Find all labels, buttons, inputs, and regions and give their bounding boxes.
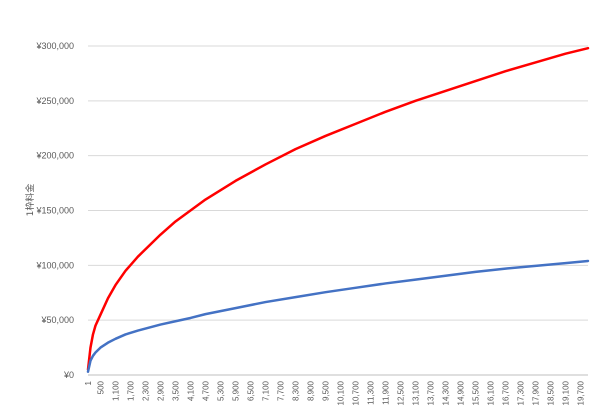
y-tick-label: ¥250,000 [35,96,74,106]
x-tick-label: 14,900 [456,380,465,405]
y-tick-label: ¥200,000 [35,151,74,161]
x-tick-label: 17,900 [531,380,540,405]
x-tick-label: 16,100 [486,380,495,405]
x-tick-label: 1,100 [111,380,120,401]
x-tick-label: 5,900 [231,380,240,401]
x-tick-label: 8,300 [291,380,300,401]
x-tick-label: 9,500 [321,380,330,401]
x-tick-label: 7,700 [276,380,285,401]
x-tick-label: 4,700 [201,380,210,401]
x-tick-label: 1 [84,380,93,385]
x-tick-label: 1,700 [126,380,135,401]
x-tick-label: 3,500 [171,380,180,401]
x-tick-label: 14,300 [441,380,450,405]
x-tick-label: 8,900 [306,380,315,401]
x-tick-label: 5,300 [216,380,225,401]
x-tick-label: 12,500 [396,380,405,405]
x-tick-label: 11,900 [381,380,390,404]
x-tick-label: 19,100 [561,380,570,405]
x-tick-label: 16,700 [501,380,510,405]
y-axis-ticks: ¥0 ¥50,000 ¥100,000 ¥150,000 ¥200,000 ¥250,00… [35,41,74,380]
x-tick-label: 19,700 [576,380,585,405]
x-tick-label: 6,500 [246,380,255,401]
series-line-2 [86,259,590,373]
x-tick-label: 7,100 [261,380,270,401]
x-tick-label: 4,100 [186,380,195,401]
x-tick-label: 10,700 [351,380,360,405]
x-tick-label: 2,300 [141,380,150,401]
x-tick-label: 10,100 [336,380,345,405]
y-tick-label: ¥300,000 [35,41,74,51]
x-tick-label: 18,500 [546,380,555,405]
y-tick-label: ¥50,000 [40,315,74,325]
x-axis-ticks: 1 500 1,100 1,700 2,300 2,900 3,500 4,100 4,700 5… [84,380,585,405]
x-tick-label: 13,700 [426,380,435,405]
x-tick-label: 2,900 [156,380,165,401]
y-tick-label: ¥0 [63,370,74,380]
x-tick-label: 500 [96,380,105,394]
x-tick-label: 15,500 [471,380,480,405]
x-tick-label: 13,100 [411,380,420,405]
gridlines [88,45,588,376]
y-tick-label: ¥100,000 [35,260,74,270]
y-tick-label: ¥150,000 [35,206,74,216]
x-tick-label: 17,300 [516,380,525,405]
series-line-1 [86,46,590,371]
y-axis-label: 1枠料金 [24,184,36,217]
x-tick-label: 11,300 [366,380,375,404]
series-lines [86,46,590,373]
